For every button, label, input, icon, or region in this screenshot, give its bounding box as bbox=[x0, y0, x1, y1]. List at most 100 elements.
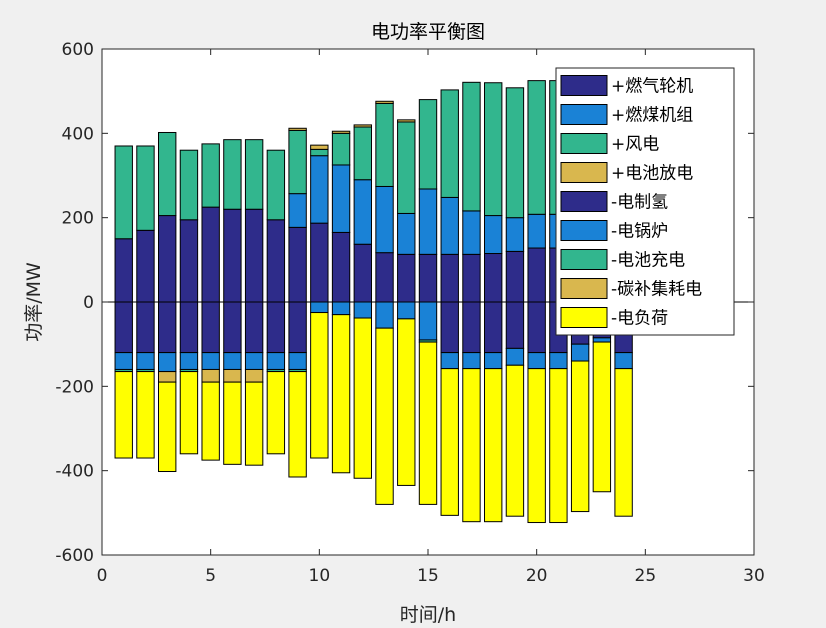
bar-pos-1-10 bbox=[310, 155, 329, 224]
bar-neg-0-2 bbox=[136, 301, 155, 354]
bar-pos-2-15 bbox=[418, 99, 438, 190]
bar-pos-0-10 bbox=[310, 222, 329, 303]
bar-neg-4-23 bbox=[592, 341, 612, 493]
bar-neg-1-17 bbox=[462, 352, 481, 370]
bar-pos-0-15 bbox=[418, 253, 438, 303]
bar-pos-1-17 bbox=[462, 210, 481, 255]
bar-neg-4-19 bbox=[505, 364, 525, 517]
bar-neg-4-6 bbox=[223, 381, 242, 465]
bar-neg-3-7 bbox=[244, 368, 264, 383]
bar-pos-0-9 bbox=[288, 226, 307, 303]
y-tick-label: -400 bbox=[55, 462, 94, 482]
bar-pos-0-20 bbox=[527, 247, 546, 303]
bar-neg-1-23 bbox=[592, 337, 612, 343]
bar-neg-1-14 bbox=[397, 301, 416, 320]
legend-swatch bbox=[560, 249, 608, 270]
legend-swatch bbox=[560, 307, 608, 328]
x-tick-label: 30 bbox=[743, 566, 765, 586]
bar-neg-4-9 bbox=[288, 371, 307, 478]
legend-swatch bbox=[560, 75, 608, 96]
bar-neg-3-3 bbox=[158, 371, 177, 383]
x-tick-label: 0 bbox=[97, 566, 108, 586]
chart-title: 电功率平衡图 bbox=[371, 21, 485, 43]
bar-neg-4-8 bbox=[266, 371, 286, 455]
bar-pos-0-13 bbox=[375, 252, 394, 303]
bar-neg-1-4 bbox=[179, 352, 199, 370]
x-tick-label: 25 bbox=[635, 566, 657, 586]
bar-neg-4-15 bbox=[418, 341, 438, 505]
bar-pos-0-12 bbox=[353, 243, 372, 303]
legend-swatch bbox=[560, 104, 608, 125]
bar-neg-1-3 bbox=[158, 352, 177, 373]
bar-neg-1-19 bbox=[505, 347, 525, 366]
legend-entry: -电制氢 bbox=[611, 193, 668, 213]
bar-pos-2-17 bbox=[462, 81, 481, 212]
bar-pos-1-14 bbox=[397, 212, 416, 255]
bar-pos-0-3 bbox=[158, 215, 177, 303]
bar-pos-2-7 bbox=[244, 139, 264, 210]
bar-pos-2-13 bbox=[375, 102, 394, 187]
bar-neg-4-5 bbox=[201, 381, 220, 461]
bar-neg-1-11 bbox=[331, 301, 351, 316]
bar-pos-3-10 bbox=[310, 144, 329, 150]
bar-pos-0-2 bbox=[136, 229, 155, 303]
y-tick-label: 600 bbox=[62, 40, 94, 60]
legend-swatch bbox=[560, 220, 608, 241]
bar-pos-1-18 bbox=[484, 215, 503, 255]
bar-neg-4-16 bbox=[440, 368, 459, 516]
bar-neg-4-20 bbox=[527, 368, 546, 524]
y-tick-label: 200 bbox=[62, 209, 94, 229]
bar-neg-4-2 bbox=[136, 371, 155, 459]
bar-neg-4-14 bbox=[397, 318, 416, 486]
bar-pos-2-14 bbox=[397, 121, 416, 214]
bar-neg-4-7 bbox=[244, 381, 264, 466]
bar-pos-2-9 bbox=[288, 129, 307, 195]
bar-neg-1-2 bbox=[136, 352, 155, 370]
bar-pos-2-6 bbox=[223, 139, 242, 210]
bar-pos-1-15 bbox=[418, 188, 438, 255]
legend-entry: +风电 bbox=[611, 135, 659, 155]
legend-entry: -电池充电 bbox=[611, 251, 685, 271]
bar-neg-1-20 bbox=[527, 352, 546, 370]
bar-neg-1-1 bbox=[114, 352, 133, 370]
bar-neg-1-24 bbox=[614, 352, 633, 370]
bar-pos-2-10 bbox=[310, 148, 329, 157]
bar-pos-2-19 bbox=[505, 87, 525, 219]
legend-entry: -碳补集耗电 bbox=[611, 280, 702, 300]
bar-neg-4-17 bbox=[462, 368, 481, 523]
legend-entry: -电负荷 bbox=[611, 309, 668, 329]
legend-entry: -电锅炉 bbox=[611, 222, 668, 242]
bar-neg-1-22 bbox=[570, 343, 590, 362]
bar-neg-4-22 bbox=[570, 360, 590, 513]
bar-pos-1-12 bbox=[353, 179, 372, 245]
bar-pos-3-12 bbox=[353, 124, 372, 128]
bar-pos-3-9 bbox=[288, 127, 307, 131]
bar-pos-2-4 bbox=[179, 149, 199, 221]
bar-pos-2-1 bbox=[114, 145, 133, 240]
bar-pos-0-17 bbox=[462, 253, 481, 303]
bar-neg-4-21 bbox=[549, 368, 568, 524]
bar-neg-0-3 bbox=[158, 301, 177, 354]
x-axis-label: 时间/h bbox=[400, 604, 456, 626]
axes: 0 5 10 15 20 25 30 -600 -400 -200 0 200 400 600 bbox=[55, 40, 764, 586]
bar-pos-0-18 bbox=[484, 253, 503, 303]
bar-neg-4-1 bbox=[114, 371, 133, 459]
legend: +燃气轮机 +燃煤机组 +风电 +电池放电 -电制氢 -电锅炉 -电池充电 -碳补集耗电 -电负… bbox=[555, 67, 735, 336]
bar-neg-4-10 bbox=[310, 312, 329, 459]
bar-neg-3-5 bbox=[201, 368, 220, 383]
bar-neg-0-9 bbox=[288, 301, 307, 354]
bar-neg-4-13 bbox=[375, 327, 394, 505]
x-tick-label: 15 bbox=[417, 566, 439, 586]
bar-pos-2-11 bbox=[331, 132, 351, 166]
bar-neg-1-8 bbox=[266, 352, 286, 370]
bar-neg-1-13 bbox=[375, 301, 394, 329]
bar-pos-0-11 bbox=[331, 231, 351, 303]
bar-neg-0-17 bbox=[462, 301, 481, 354]
bar-pos-0-16 bbox=[440, 253, 459, 303]
bar-neg-1-7 bbox=[244, 352, 264, 370]
x-tick-label: 10 bbox=[309, 566, 331, 586]
bar-pos-2-8 bbox=[266, 149, 286, 221]
x-tick-label: 5 bbox=[205, 566, 216, 586]
bar-neg-4-4 bbox=[179, 371, 199, 455]
